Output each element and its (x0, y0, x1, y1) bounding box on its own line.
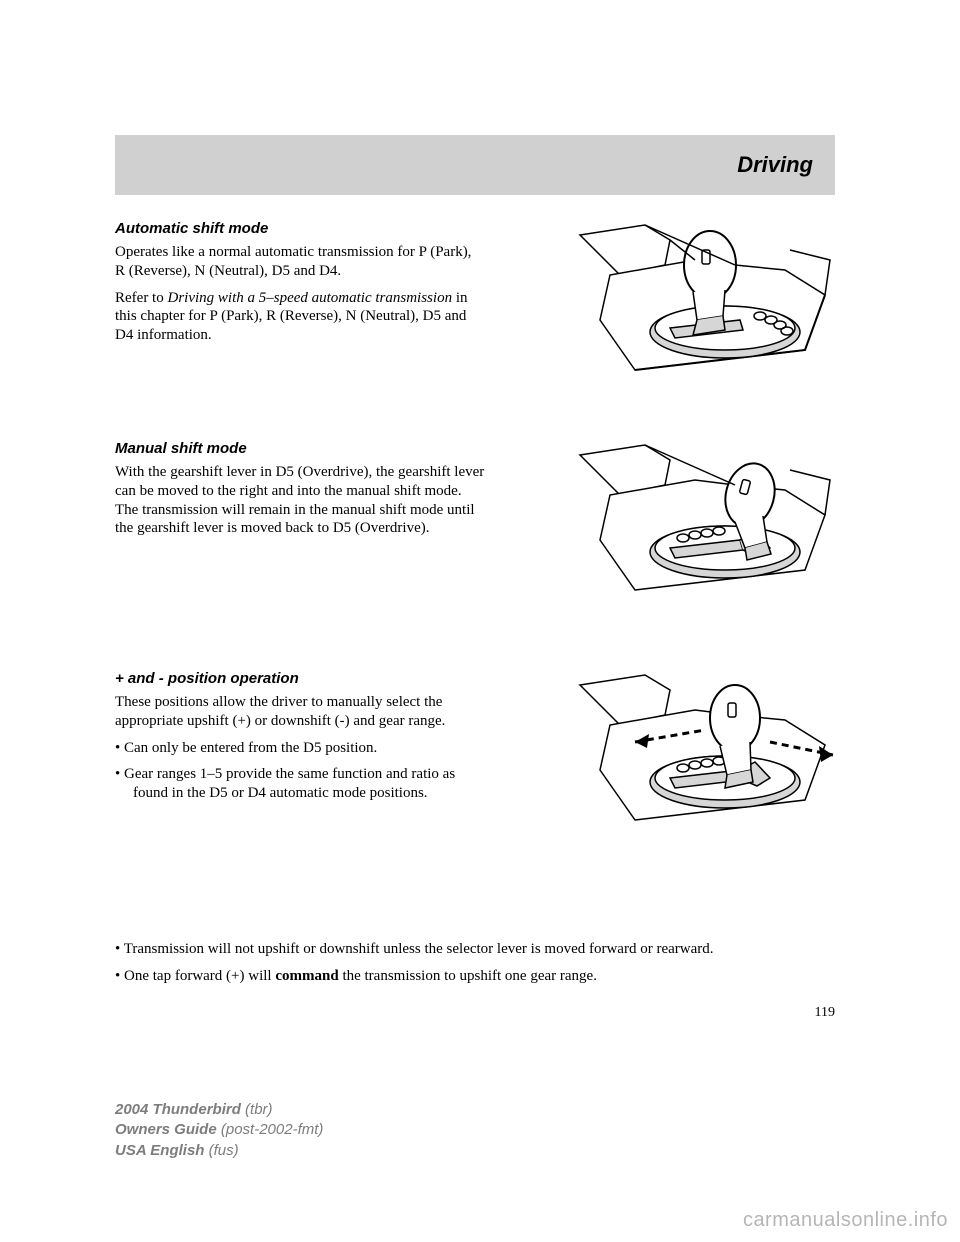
bullet-1: Can only be entered from the D5 position… (115, 739, 485, 758)
section-plus-minus: + and - position operation These positio… (115, 670, 835, 910)
footer-block: 2004 Thunderbird (tbr) Owners Guide (pos… (115, 1100, 323, 1161)
watermark: carmanualsonline.info (743, 1209, 948, 1232)
para-manual-1: With the gearshift lever in D5 (Overdriv… (115, 463, 485, 538)
para-auto-2-pre: Refer to (115, 290, 167, 306)
para-auto-2: Refer to Driving with a 5–speed automati… (115, 289, 485, 345)
chapter-title: Driving (737, 152, 813, 178)
footer-line-1: 2004 Thunderbird (tbr) (115, 1100, 323, 1120)
heading-plus-minus: + and - position operation (115, 670, 485, 687)
bullet-4-pre: One tap forward (+) will (124, 968, 275, 984)
para-auto-1: Operates like a normal automatic transmi… (115, 243, 485, 281)
text-column: + and - position operation These positio… (115, 670, 485, 803)
footer-2-ital: (post-2002-fmt) (221, 1121, 324, 1138)
bullet-list-narrow: Can only be entered from the D5 position… (115, 739, 485, 803)
gearshift-pm-illustration (575, 670, 835, 830)
footer-3-bold: USA English (115, 1142, 209, 1159)
footer-1-ital: (tbr) (245, 1101, 273, 1118)
heading-manual-shift: Manual shift mode (115, 440, 485, 457)
footer-3-ital: (fus) (209, 1142, 239, 1159)
bullet-4: One tap forward (+) will command the tra… (115, 967, 835, 986)
para-pm-1: These positions allow the driver to manu… (115, 693, 485, 731)
bullet-2: Gear ranges 1–5 provide the same functio… (115, 765, 485, 803)
chapter-header-band: Driving (115, 135, 835, 195)
text-column: Manual shift mode With the gearshift lev… (115, 440, 485, 538)
text-column: Automatic shift mode Operates like a nor… (115, 220, 485, 345)
bullet-4-bold: command (275, 968, 338, 984)
footer-line-3: USA English (fus) (115, 1141, 323, 1161)
page-number: 119 (815, 1005, 835, 1021)
gearshift-auto-illustration (575, 220, 835, 380)
section-automatic-shift: Automatic shift mode Operates like a nor… (115, 220, 835, 410)
footer-line-2: Owners Guide (post-2002-fmt) (115, 1120, 323, 1140)
heading-automatic-shift: Automatic shift mode (115, 220, 485, 237)
para-auto-2-ital: Driving with a 5–speed automatic transmi… (167, 290, 452, 306)
section-manual-shift: Manual shift mode With the gearshift lev… (115, 440, 835, 640)
bullet-3: Transmission will not upshift or downshi… (115, 940, 835, 959)
content-area: Automatic shift mode Operates like a nor… (115, 220, 835, 994)
page: Driving Automatic shift mode Operates li… (0, 0, 960, 1242)
footer-1-bold: 2004 Thunderbird (115, 1101, 245, 1118)
bullet-list-wide: Transmission will not upshift or downshi… (115, 940, 835, 986)
gearshift-manual-illustration (575, 440, 835, 600)
bullet-4-post: the transmission to upshift one gear ran… (339, 968, 597, 984)
footer-2-bold: Owners Guide (115, 1121, 221, 1138)
